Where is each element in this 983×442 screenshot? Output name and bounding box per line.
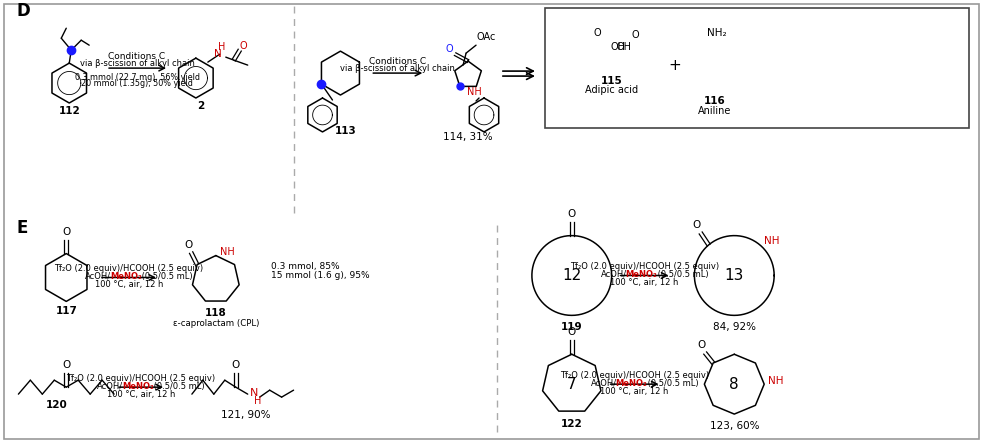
Text: 0.3 mmol, 85%: 0.3 mmol, 85% xyxy=(270,262,339,271)
Text: N: N xyxy=(214,49,222,59)
Text: Aniline: Aniline xyxy=(698,106,731,116)
Text: O: O xyxy=(697,340,705,350)
Text: O: O xyxy=(594,28,602,38)
Text: Adipic acid: Adipic acid xyxy=(585,85,638,95)
Text: N: N xyxy=(250,388,258,398)
Text: O: O xyxy=(693,220,701,230)
Text: 84, 92%: 84, 92% xyxy=(713,322,756,332)
Text: via β-scission of alkyl chain: via β-scission of alkyl chain xyxy=(80,59,195,68)
Text: OAc: OAc xyxy=(477,32,495,42)
Text: 120: 120 xyxy=(45,400,67,410)
Text: AcOH/: AcOH/ xyxy=(601,270,627,279)
Text: O: O xyxy=(62,360,71,370)
Text: NH: NH xyxy=(467,87,482,97)
Text: 100 °C, air, 12 h: 100 °C, air, 12 h xyxy=(610,278,678,287)
Text: ε-caprolactam (CPL): ε-caprolactam (CPL) xyxy=(173,319,259,328)
Text: (0.5/0.5 mL): (0.5/0.5 mL) xyxy=(151,381,204,391)
Text: H: H xyxy=(254,396,261,406)
Text: O: O xyxy=(567,328,576,337)
Text: 119: 119 xyxy=(561,322,583,332)
Text: Tf₂O (2.0 equiv)/HCOOH (2.5 equiv): Tf₂O (2.0 equiv)/HCOOH (2.5 equiv) xyxy=(570,262,720,271)
Text: 114, 31%: 114, 31% xyxy=(443,132,492,142)
Text: O: O xyxy=(184,240,193,250)
Text: MeNO₂: MeNO₂ xyxy=(625,270,658,279)
Text: 15 mmol (1.6 g), 95%: 15 mmol (1.6 g), 95% xyxy=(270,271,370,280)
Text: 12: 12 xyxy=(562,268,581,283)
Text: E: E xyxy=(17,219,28,236)
Text: Tf₂O (2.0 equiv)/HCOOH (2.5 equiv): Tf₂O (2.0 equiv)/HCOOH (2.5 equiv) xyxy=(560,371,709,380)
Text: Tf₂O (2.0 equiv)/HCOOH (2.5 equiv): Tf₂O (2.0 equiv)/HCOOH (2.5 equiv) xyxy=(54,264,203,273)
Text: 121, 90%: 121, 90% xyxy=(221,410,270,420)
Text: 122: 122 xyxy=(561,419,583,429)
Text: 115: 115 xyxy=(601,76,622,86)
Text: 8: 8 xyxy=(729,377,739,392)
Text: 112: 112 xyxy=(58,106,81,116)
Text: AcOH/: AcOH/ xyxy=(97,381,123,391)
Text: O: O xyxy=(567,209,576,219)
Text: +: + xyxy=(668,57,681,72)
Text: 13: 13 xyxy=(724,268,744,283)
Text: 20 mmol (1.35g), 50% yield: 20 mmol (1.35g), 50% yield xyxy=(82,79,193,88)
Text: AcOH/: AcOH/ xyxy=(591,379,616,388)
Text: 100 °C, air, 12 h: 100 °C, air, 12 h xyxy=(107,390,175,399)
Text: 116: 116 xyxy=(704,96,725,106)
Text: (0.5/0.5 mL): (0.5/0.5 mL) xyxy=(655,270,708,279)
Text: NH: NH xyxy=(769,376,783,386)
Text: O: O xyxy=(240,41,248,51)
Text: 100 °C, air, 12 h: 100 °C, air, 12 h xyxy=(95,280,163,289)
Text: NH₂: NH₂ xyxy=(707,28,726,38)
Text: H: H xyxy=(218,42,225,52)
Text: Conditions C: Conditions C xyxy=(369,57,426,65)
Text: via β-scission of alkyl chain: via β-scission of alkyl chain xyxy=(340,64,455,72)
Text: O: O xyxy=(232,360,240,370)
Text: O: O xyxy=(632,30,639,40)
Text: 118: 118 xyxy=(204,309,227,318)
Text: D: D xyxy=(17,2,30,20)
Text: MeNO₂: MeNO₂ xyxy=(122,381,154,391)
Text: 100 °C, air, 12 h: 100 °C, air, 12 h xyxy=(601,387,668,396)
Text: Conditions C: Conditions C xyxy=(108,52,165,61)
Text: 0.3 mmol (22.7 mg), 56% yield: 0.3 mmol (22.7 mg), 56% yield xyxy=(75,72,200,82)
Text: AcOH/: AcOH/ xyxy=(86,272,111,281)
Text: OH: OH xyxy=(616,42,631,52)
Text: O: O xyxy=(62,227,71,236)
Text: 117: 117 xyxy=(55,306,78,316)
Text: 113: 113 xyxy=(334,126,356,136)
Text: NH: NH xyxy=(220,247,235,256)
Text: O: O xyxy=(445,44,453,54)
Text: MeNO₂: MeNO₂ xyxy=(615,379,648,388)
Text: (0.5/0.5 mL): (0.5/0.5 mL) xyxy=(139,272,193,281)
Text: 2: 2 xyxy=(198,101,204,111)
Text: Tf₂O (2.0 equiv)/HCOOH (2.5 equiv): Tf₂O (2.0 equiv)/HCOOH (2.5 equiv) xyxy=(67,373,215,383)
Text: OH: OH xyxy=(610,42,625,52)
Text: MeNO₂: MeNO₂ xyxy=(110,272,142,281)
Text: 123, 60%: 123, 60% xyxy=(710,421,759,431)
Bar xyxy=(545,8,968,128)
Text: NH: NH xyxy=(764,236,780,246)
Text: (0.5/0.5 mL): (0.5/0.5 mL) xyxy=(645,379,698,388)
Text: 7: 7 xyxy=(567,377,577,392)
